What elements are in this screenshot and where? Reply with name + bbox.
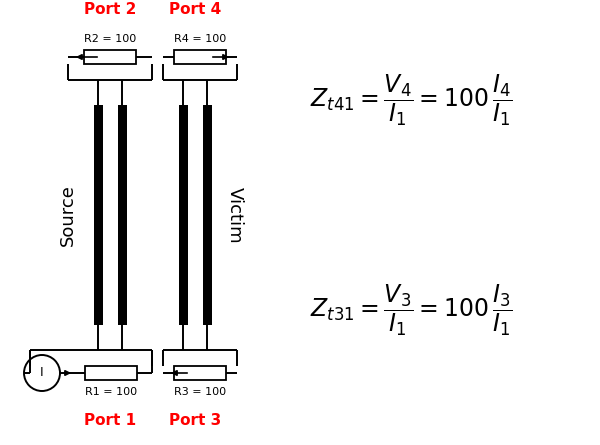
Bar (203, 105, 212, 325)
Text: R2 = 100: R2 = 100 (84, 34, 136, 44)
Bar (85, 366, 137, 380)
Text: Port 2: Port 2 (84, 2, 136, 17)
Bar (84, 50, 136, 64)
Bar (94, 105, 103, 325)
Text: R4 = 100: R4 = 100 (174, 34, 226, 44)
Text: Victim: Victim (226, 187, 244, 243)
Bar (118, 105, 127, 325)
Text: Source: Source (59, 184, 77, 246)
Bar (174, 366, 226, 380)
Text: Port 4: Port 4 (169, 2, 221, 17)
Text: $Z_{t31} = \dfrac{V_3}{I_1} = 100\,\dfrac{I_3}{I_1}$: $Z_{t31} = \dfrac{V_3}{I_1} = 100\,\dfra… (310, 282, 512, 338)
Text: $Z_{t41} = \dfrac{V_4}{I_1} = 100\,\dfrac{I_4}{I_1}$: $Z_{t41} = \dfrac{V_4}{I_1} = 100\,\dfra… (310, 72, 512, 128)
Text: Port 1: Port 1 (84, 413, 136, 428)
Text: R3 = 100: R3 = 100 (174, 387, 226, 397)
Bar (179, 105, 187, 325)
Text: I: I (40, 367, 44, 380)
Bar (174, 50, 226, 64)
Text: R1 = 100: R1 = 100 (85, 387, 137, 397)
Text: Port 3: Port 3 (169, 413, 221, 428)
